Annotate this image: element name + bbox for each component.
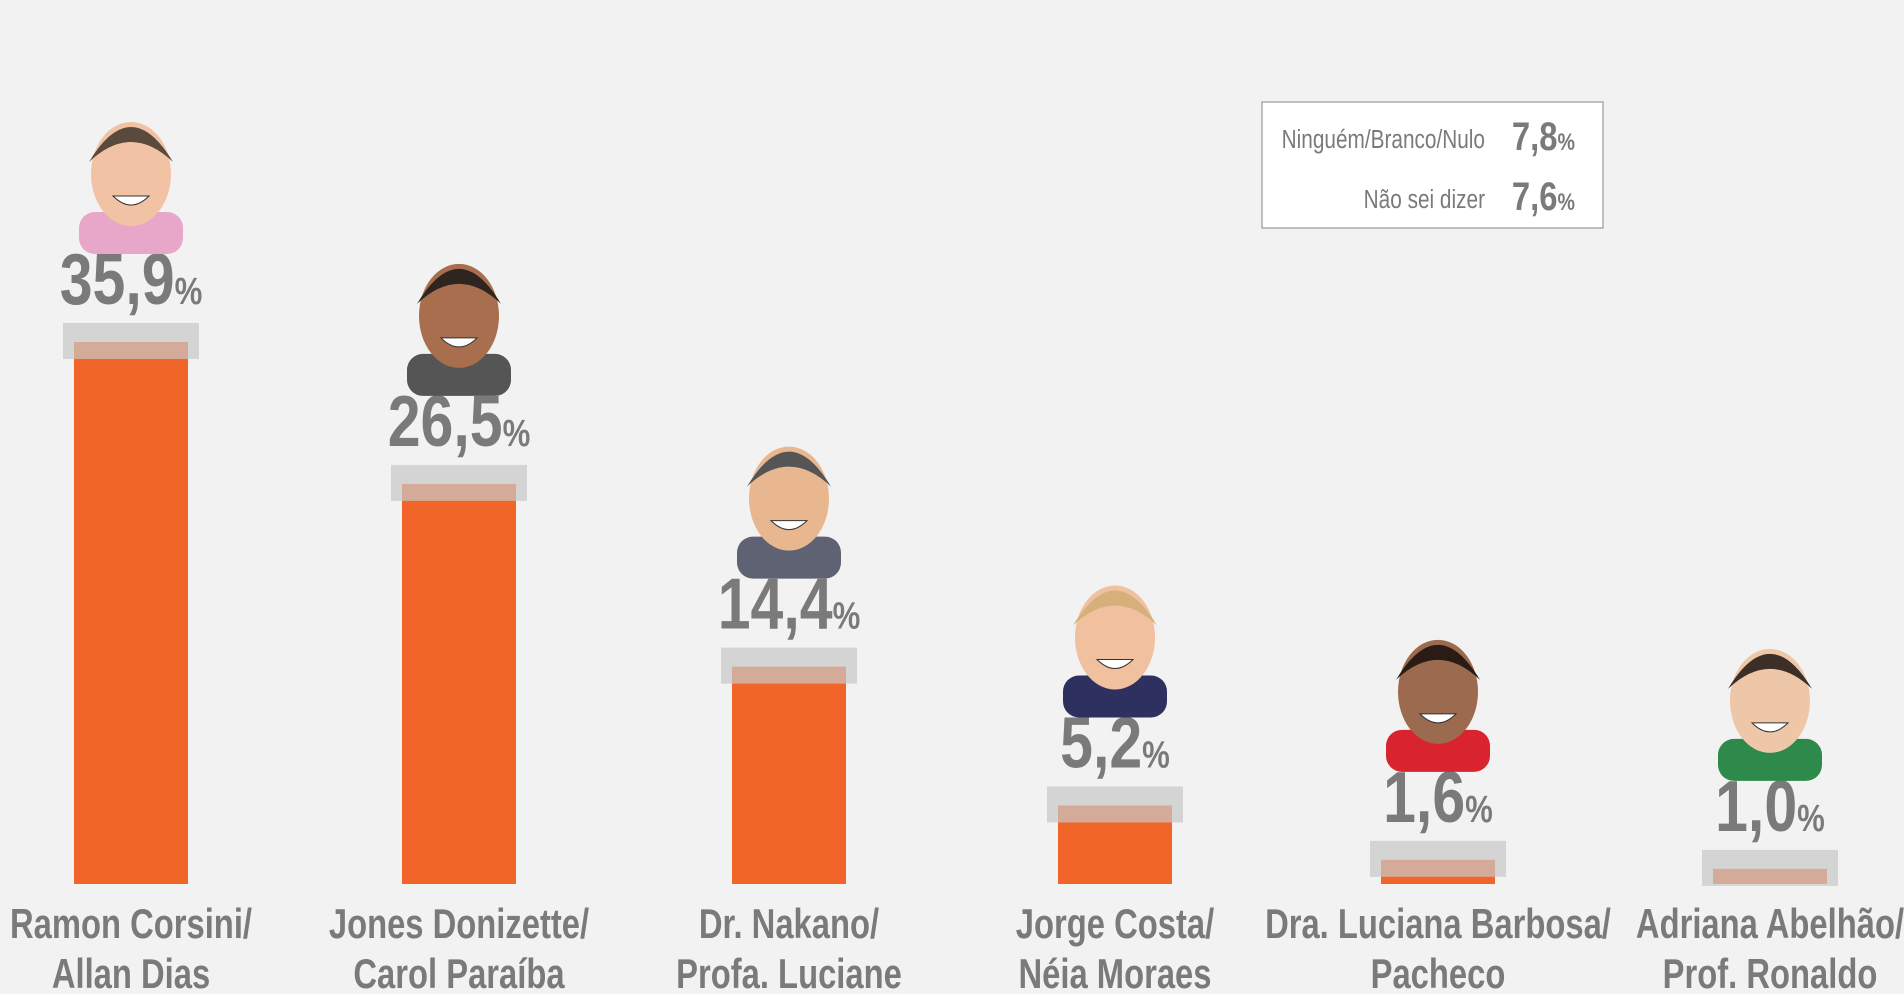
portrait-head — [749, 446, 829, 551]
portrait-head — [1075, 585, 1155, 690]
bar — [732, 666, 846, 884]
portrait-smile — [1750, 722, 1790, 733]
portrait-smile — [769, 520, 809, 531]
bar-cap — [721, 647, 857, 684]
portrait-head — [1730, 648, 1810, 753]
portrait-shoulders — [79, 212, 183, 254]
bar-cap — [1370, 840, 1506, 877]
portrait-head — [91, 122, 171, 226]
portrait-shoulders — [1386, 729, 1490, 772]
others-label: Ninguém/Branco/Nulo — [1282, 125, 1485, 154]
category-label: Carol Paraíba — [353, 950, 565, 994]
category-label: Profa. Luciane — [676, 950, 902, 994]
others-value: 7,6% — [1512, 174, 1575, 219]
others-value: 7,8% — [1512, 114, 1575, 159]
portrait-hair — [1396, 644, 1480, 680]
portrait-smile — [1095, 658, 1135, 669]
portrait-hair — [1728, 653, 1812, 689]
bar-cap — [1047, 786, 1183, 823]
portrait-head — [1398, 639, 1478, 744]
category-label: Pacheco — [1371, 950, 1506, 994]
category-label: Néia Moraes — [1019, 950, 1212, 994]
category-label: Jones Donizette/ — [329, 900, 590, 947]
bar — [402, 483, 516, 884]
portrait-hair — [417, 268, 501, 304]
bar-cap — [1702, 849, 1838, 886]
portrait-smile — [439, 337, 479, 348]
portrait-shoulders — [1718, 738, 1822, 781]
portrait-smile — [111, 195, 151, 206]
portrait-hair — [1073, 590, 1157, 626]
category-label: Prof. Ronaldo — [1663, 950, 1878, 994]
portrait-hair — [89, 127, 173, 162]
portrait-head — [419, 263, 499, 368]
bar-cap — [391, 464, 527, 501]
portrait-shoulders — [407, 353, 511, 396]
category-label: Dr. Nakano/ — [699, 900, 880, 947]
bar — [74, 342, 188, 884]
category-label: Ramon Corsini/ — [10, 900, 253, 947]
others-label: Não sei dizer — [1364, 185, 1485, 214]
bar-cap — [63, 323, 199, 359]
category-label: Allan Dias — [52, 950, 210, 994]
portrait-shoulders — [737, 536, 841, 579]
category-label: Adriana Abelhão/ — [1636, 900, 1904, 947]
portrait-smile — [1418, 713, 1458, 724]
others-box — [1261, 101, 1604, 229]
category-label: Dra. Luciana Barbosa/ — [1265, 900, 1611, 947]
portrait-hair — [747, 451, 831, 487]
portrait-shoulders — [1063, 675, 1167, 718]
category-label: Jorge Costa/ — [1016, 900, 1215, 947]
